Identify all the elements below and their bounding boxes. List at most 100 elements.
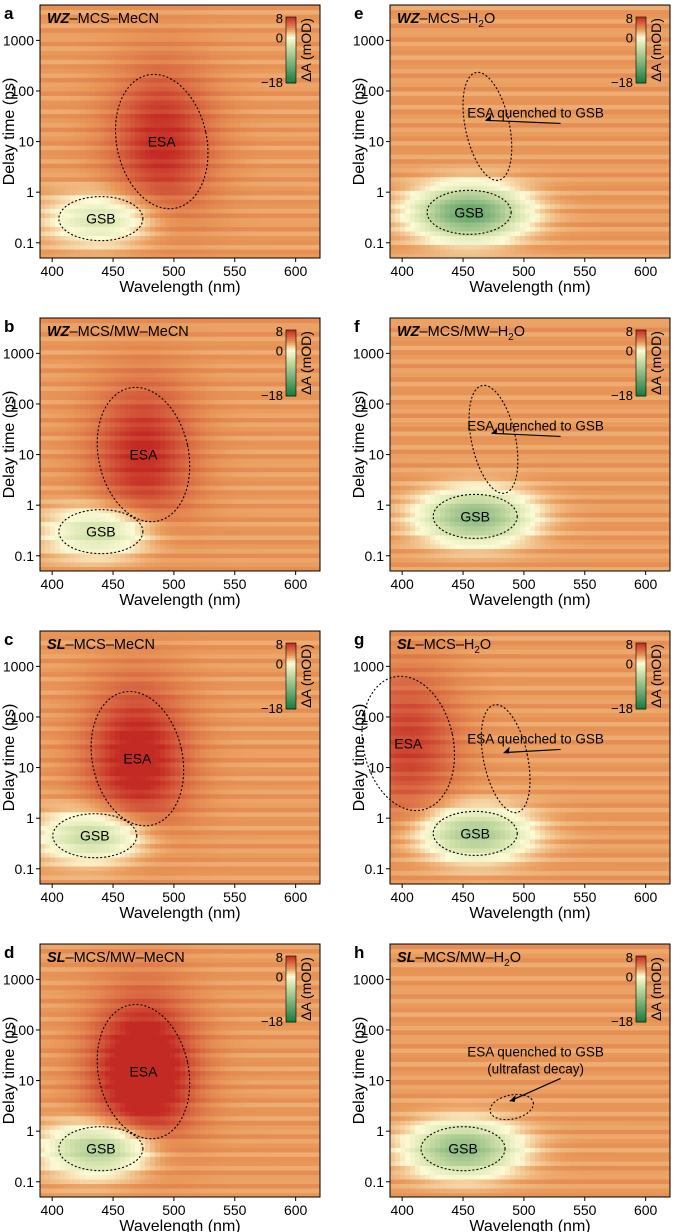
feature-label-esa: ESA [123,751,152,767]
x-tick-label: 400 [40,1202,64,1218]
y-tick-label: 100 [361,396,385,412]
annotation-text: ESA quenched to GSB [467,731,604,746]
panel-title: SL–MCS–H2O [397,637,491,656]
colorbar: 8 0 −18 ΔA (mOD) [261,11,314,90]
feature-label-esa: ESA [394,735,423,751]
panel-h: GSB ESA quenched to GSB (ultrafast decay) 4… [351,943,671,1232]
x-tick-label: 550 [223,576,247,592]
panel-title: SL–MCS–MeCN [47,637,155,653]
x-tick-label: 550 [223,889,247,905]
x-tick-label: 600 [284,576,308,592]
plot-frame [39,630,321,885]
x-tick-label: 500 [162,889,186,905]
panel-title: SL–MCS/MW–H2O [397,950,521,969]
panel-a: ESA GSB 400 450 500 550 600 0.1 1 10 100 1000 Wavele… [1,4,321,296]
x-tick-label: 500 [162,576,186,592]
y-tick-label: 1000 [353,658,384,674]
plot-frame [39,943,321,1198]
feature-label-gsb: GSB [86,211,116,227]
colorbar-min-label: −18 [611,701,633,716]
y-axis-label: Delay time (ps) [1,78,18,186]
panel-letter: d [4,943,14,962]
y-axis-label: Delay time (ps) [351,78,368,186]
plot-frame [39,317,321,572]
contour-gsb [58,509,144,555]
y-tick-label: 100 [361,83,385,99]
y-tick-label: 1 [376,1123,384,1139]
y-tick-label: 10 [18,447,34,463]
colorbar-min-label: −18 [611,1014,633,1029]
annotation-subtext: (ultrafast decay) [487,1061,584,1076]
contour-esa [96,386,191,523]
y-axis-label: Delay time (ps) [1,704,18,812]
x-tick-label: 550 [573,1202,597,1218]
x-axis-label: Wavelength (nm) [119,279,240,296]
colorbar-mid-label: 0 [626,656,633,671]
colorbar-label: ΔA (mOD) [648,18,664,82]
y-tick-label: 10 [368,1073,384,1089]
x-tick-label: 500 [162,1202,186,1218]
colorbar-mid-label: 0 [276,343,283,358]
colorbar-label: ΔA (mOD) [648,644,664,708]
y-tick-label: 100 [361,1022,385,1038]
feature-label-gsb: GSB [460,825,490,841]
plot-frame [39,4,321,259]
y-axis-label: Delay time (ps) [351,704,368,812]
x-tick-label: 550 [223,263,247,279]
panel-title: WZ–MCS–MeCN [47,11,159,27]
y-tick-label: 1000 [353,345,384,361]
y-tick-label: 0.1 [15,1174,35,1190]
x-tick-label: 400 [390,1202,414,1218]
x-tick-label: 500 [162,263,186,279]
y-tick-label: 1000 [353,32,384,48]
heatmap-e [390,5,670,258]
y-tick-label: 1 [376,497,384,513]
colorbar-max-label: 8 [626,324,633,339]
feature-label-gsb: GSB [86,1141,116,1157]
arrowhead [485,114,492,122]
panel-b: ESA GSB 400 450 500 550 600 0.1 1 10 100 1000 Wavele… [1,317,321,609]
y-axis-label: Delay time (ps) [1,1017,18,1125]
colorbar-mid-label: 0 [276,656,283,671]
y-tick-label: 100 [11,83,35,99]
feature-label-gsb: GSB [460,508,490,524]
heatmap-a [40,5,320,258]
contour-esa [90,690,185,827]
y-axis-label: Delay time (ps) [351,391,368,499]
colorbar-min-label: −18 [611,75,633,90]
colorbar-mid-label: 0 [626,343,633,358]
panel-e: GSB ESA quenched to GSB 400 450 500 550 600 0.1… [351,4,671,296]
colorbar: 8 0 −18 ΔA (mOD) [611,324,664,403]
contour-gsb [426,189,512,235]
x-tick-label: 400 [390,263,414,279]
y-tick-label: 1000 [3,971,34,987]
annotation-text: ESA quenched to GSB [467,1044,604,1059]
annotation-arrow [509,1077,561,1102]
colorbar-label: ΔA (mOD) [298,644,314,708]
x-tick-label: 450 [451,889,475,905]
feature-label-gsb: GSB [80,828,110,844]
feature-label-esa: ESA [129,1064,158,1080]
x-axis-label: Wavelength (nm) [119,1218,240,1232]
y-tick-label: 100 [11,1022,35,1038]
colorbar-min-label: −18 [261,1014,283,1029]
colorbar: 8 0 −18 ΔA (mOD) [261,637,314,716]
arrowhead [509,1095,516,1103]
plot-frame [389,943,671,1198]
panel-title: WZ–MCS/MW–MeCN [47,324,189,340]
annotation-text: ESA quenched to GSB [467,105,604,120]
panel-g: ESA GSB ESA quenched to GSB 400 450 500 550 600… [351,630,671,922]
panel-d: ESA GSB 400 450 500 550 600 0.1 1 10 100 1000 Wavele… [1,943,321,1232]
y-tick-label: 10 [18,134,34,150]
colorbar-max-label: 8 [626,950,633,965]
annotation-arrow [491,432,561,438]
panel-title: SL–MCS/MW–MeCN [47,950,185,966]
y-tick-label: 1 [26,810,34,826]
y-tick-label: 0.1 [15,548,35,564]
colorbar-max-label: 8 [276,324,283,339]
x-axis-label: Wavelength (nm) [469,905,590,922]
contour-gsb [58,196,144,242]
x-tick-label: 400 [40,576,64,592]
y-tick-label: 10 [18,1073,34,1089]
